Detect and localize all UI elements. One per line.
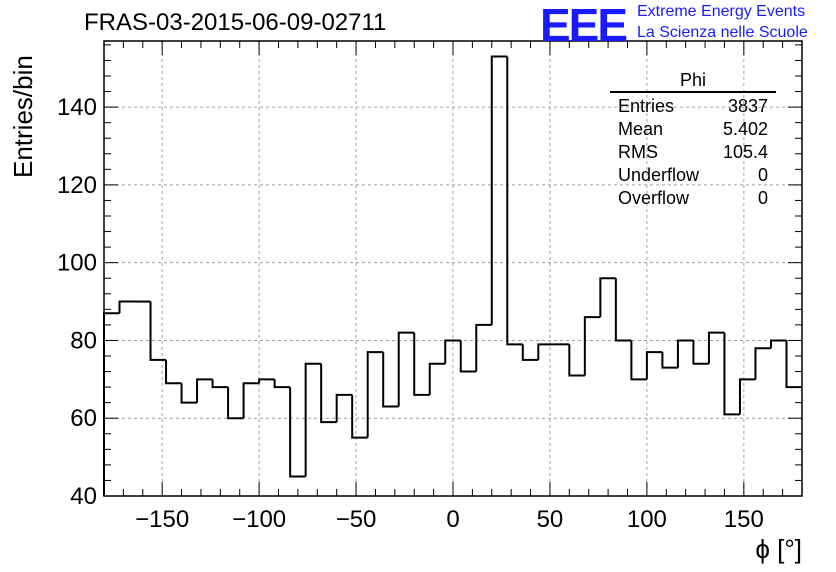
x-tick-label: 0	[446, 506, 459, 533]
histogram-bin	[459, 340, 477, 373]
eee-logo: EEE	[540, 0, 628, 51]
stats-row-entries: Entries 3837	[610, 95, 776, 118]
histogram-bin	[490, 55, 508, 325]
histogram-bin	[242, 382, 260, 419]
histogram-bin	[599, 277, 616, 318]
histogram-bin	[583, 316, 601, 376]
y-tick-label: 100	[57, 250, 97, 277]
stats-value: 3837	[727, 96, 768, 116]
histogram-bin	[521, 344, 539, 361]
grid-lines	[104, 41, 802, 496]
histogram-bin	[335, 393, 353, 423]
stats-value: 0	[757, 188, 768, 208]
histogram-bin	[351, 394, 368, 439]
histogram-bin	[707, 331, 725, 364]
histogram-bin	[769, 339, 787, 349]
histogram-bin	[304, 362, 322, 477]
histogram-bin	[211, 379, 229, 389]
histogram-bin	[428, 362, 446, 395]
y-tick-label: 60	[70, 405, 97, 432]
y-tick-label: 40	[70, 483, 97, 510]
stats-label: Entries	[618, 96, 675, 116]
x-tick-label: 50	[537, 506, 564, 533]
histogram-bin	[382, 352, 399, 408]
x-tick-label: −150	[135, 506, 189, 533]
histogram-bin	[630, 340, 647, 381]
histogram-bin	[738, 378, 756, 415]
histogram-bin	[506, 56, 523, 346]
y-tick-label: 80	[70, 327, 97, 354]
histogram-bin	[165, 359, 182, 385]
histogram-bin	[273, 379, 291, 389]
histogram-bin	[676, 339, 694, 368]
brand-line-1: Extreme Energy Events	[637, 3, 806, 20]
histogram-bin	[196, 378, 213, 403]
x-axis-label: ϕ [°]	[755, 534, 802, 564]
histogram-bin	[475, 323, 492, 372]
histogram-bin	[258, 378, 275, 384]
x-tick-label: −50	[336, 506, 377, 533]
histogram-bin	[227, 387, 244, 420]
histogram-bin	[180, 383, 198, 404]
x-tick-label: −100	[232, 506, 286, 533]
stats-row-overflow: Overflow 0	[610, 187, 776, 210]
stats-box: Phi Entries 3837 Mean 5.402 RMS 105.4 Un…	[610, 70, 776, 210]
stats-value: 105.4	[722, 142, 768, 162]
x-tick-label: 150	[724, 506, 764, 533]
histogram-bin	[397, 331, 415, 407]
histogram-bin	[723, 332, 740, 416]
axes: −150 −100 −50 0 50 100 150 40 60 80 100 120 140	[57, 40, 803, 533]
histogram-bin	[614, 278, 632, 342]
histogram-bin	[537, 343, 554, 360]
histogram-bin	[645, 351, 663, 380]
page-title: FRAS-03-2015-06-09-02711	[84, 9, 387, 36]
histogram-bin	[692, 340, 709, 365]
histogram-bin	[754, 347, 771, 380]
histogram-bin	[149, 301, 167, 361]
histogram-bin	[118, 300, 136, 314]
brand-line-2: La Scienza nelle Scuole	[637, 24, 808, 41]
y-tick-label: 140	[57, 94, 97, 121]
stats-label: Mean	[618, 119, 664, 139]
stats-row-underflow: Underflow 0	[610, 164, 776, 187]
histogram-bin	[320, 363, 337, 424]
histogram-bin	[785, 340, 802, 389]
stats-label: Overflow	[618, 188, 690, 208]
histogram-bin	[661, 352, 678, 369]
stats-label: RMS	[618, 142, 658, 162]
stats-row-mean: Mean 5.402	[610, 118, 776, 141]
stats-label: Underflow	[618, 165, 700, 185]
histogram-bin	[568, 344, 585, 377]
histogram-bin	[289, 387, 306, 478]
y-tick-label: 120	[57, 172, 97, 199]
stats-value: 5.402	[722, 119, 768, 139]
histogram-bin	[366, 351, 384, 438]
y-axis-label: Entries/bin	[8, 55, 38, 178]
stats-title: Phi	[610, 70, 776, 93]
histogram-bin	[413, 332, 430, 396]
x-tick-label: 100	[627, 506, 667, 533]
histogram-bin	[444, 339, 461, 364]
stats-value: 0	[757, 165, 768, 185]
stats-row-rms: RMS 105.4	[610, 141, 776, 164]
